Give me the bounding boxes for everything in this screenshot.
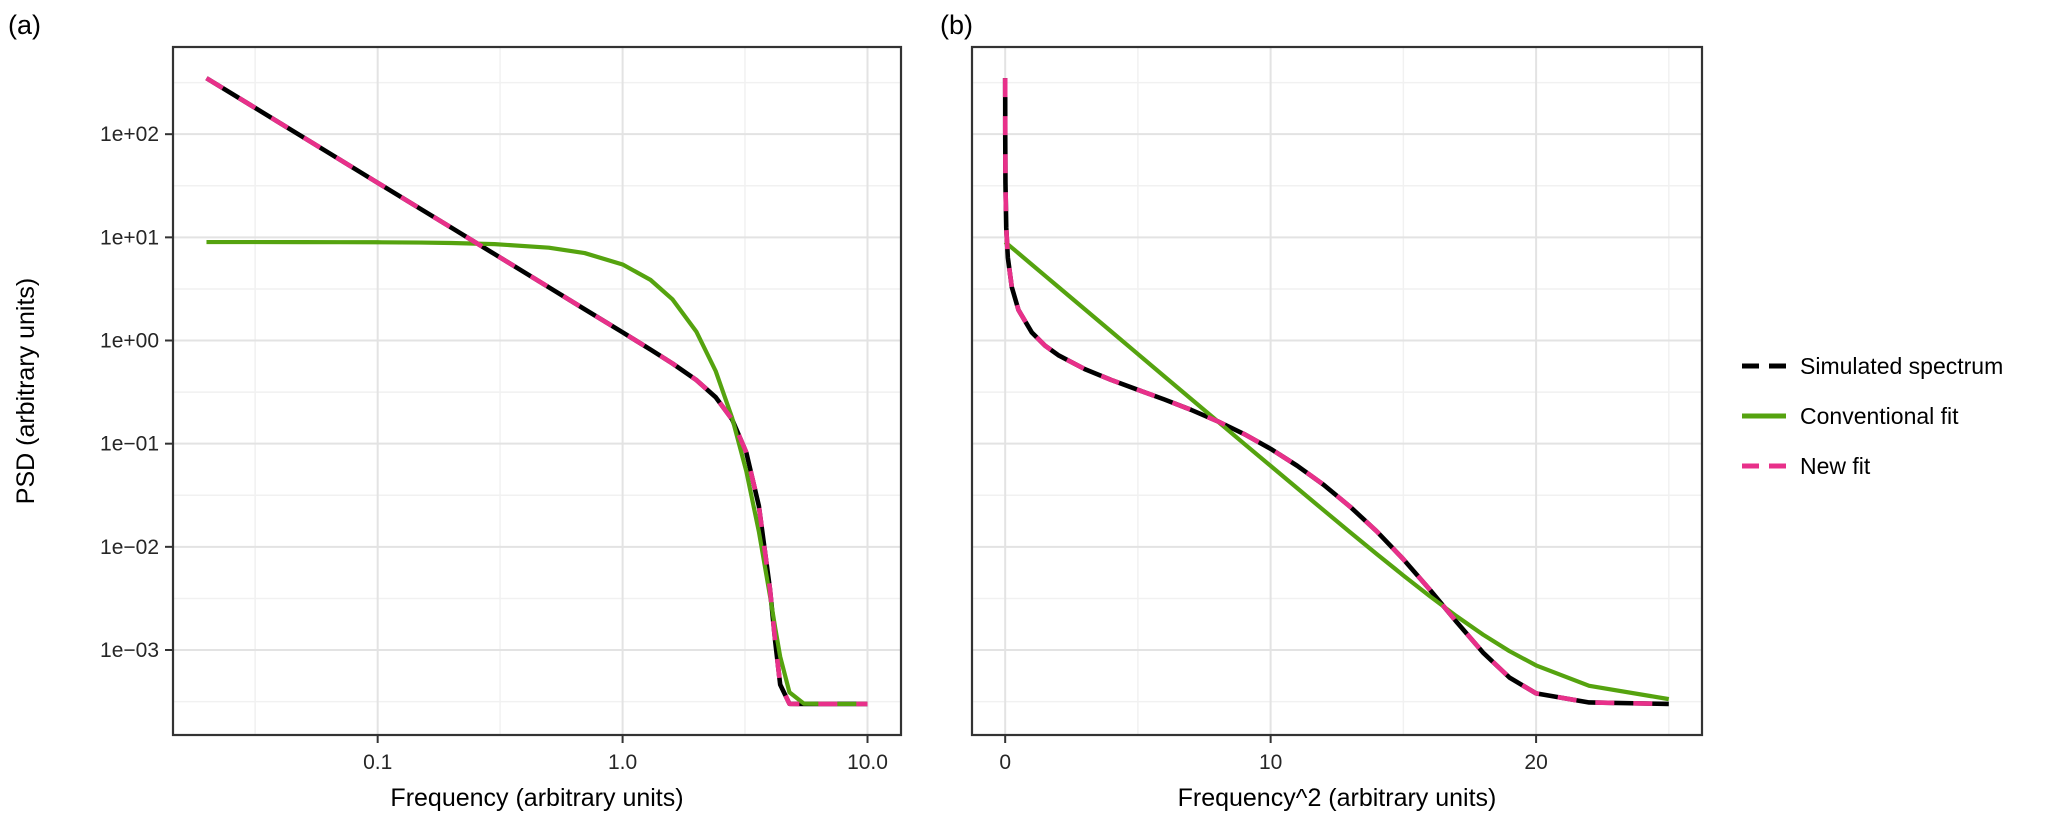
y-axis-title: PSD (arbitrary units) [12,278,40,504]
panel-a-grid-major [173,47,901,735]
x-tick-label: 10 [1259,751,1282,774]
panel-b-background [972,47,1702,735]
y-tick-label: 1e−03 [100,639,159,662]
y-tick-label: 1e+00 [100,330,159,353]
legend-item-new-fit: New fit [1742,453,1871,479]
y-tick-label: 1e+02 [100,123,159,146]
panel-a-background [173,47,901,735]
series-conventional-fit-a [206,239,868,707]
x-tick-label: 1.0 [608,751,637,774]
series-conventional-fit-b [1003,240,1670,702]
panel-b: 0 10 20 Frequency^2 (arbitrary units) (b) [940,10,1704,812]
legend-label: New fit [1800,453,1871,479]
panel-a-y-axis: 1e+02 1e+01 1e+00 1e−01 1e−02 1e−03 [100,123,173,662]
y-tick-label: 1e+01 [100,226,159,249]
panel-a-border [171,45,903,737]
x-tick-label: 0 [999,751,1011,774]
legend-label: Conventional fit [1800,403,1959,429]
panel-b-x-axis: 0 10 20 [999,735,1548,774]
panel-b-grid-major [972,47,1702,735]
series-new-fit-b [1002,78,1669,707]
y-tick-label: 1e−01 [100,433,159,456]
x-tick-label: 0.1 [363,751,392,774]
series-new-fit-a [205,76,868,707]
panel-a-x-axis: 0.1 1.0 10.0 [363,735,888,774]
x-tick-label: 20 [1524,751,1547,774]
panel-tag-b: (b) [940,10,973,40]
x-axis-title-a: Frequency (arbitrary units) [390,784,683,812]
panel-tag-a: (a) [8,10,41,40]
x-axis-title-b: Frequency^2 (arbitrary units) [1178,784,1497,812]
panel-b-series [1002,78,1670,707]
legend-item-simulated-spectrum: Simulated spectrum [1742,353,2003,379]
y-tick-label: 1e−02 [100,536,159,559]
panel-a-series [205,76,868,707]
legend-label: Simulated spectrum [1800,353,2003,379]
panel-a-grid-minor [173,47,901,735]
legend-item-conventional-fit: Conventional fit [1742,403,1959,429]
panel-a: 0.1 1.0 10.0 1e+02 1e+01 1e+00 1e−01 1e−02 1e−03… [8,10,903,812]
x-tick-label: 10.0 [847,751,888,774]
panel-b-border [970,45,1704,737]
legend: Simulated spectrum Conventional fit New fi… [1742,353,2003,479]
